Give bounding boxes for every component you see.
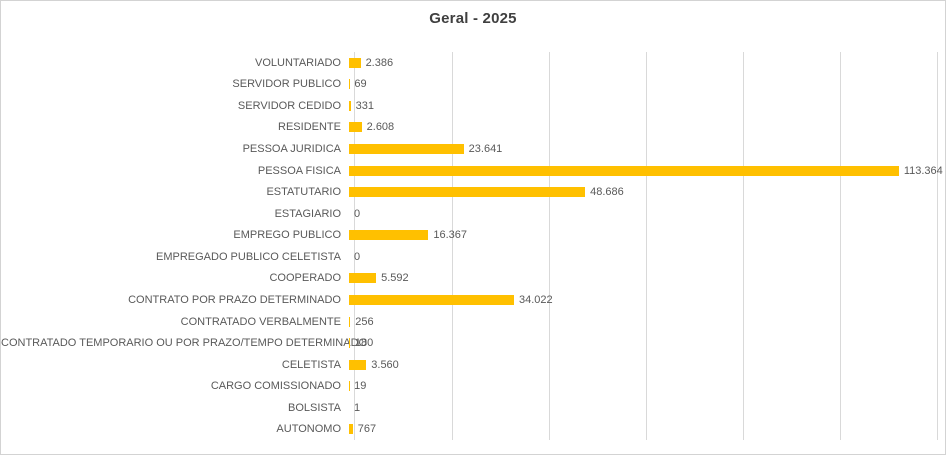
chart-row: BOLSISTA 1 [1,397,945,419]
bar-track: 34.022 [348,289,945,311]
bar[interactable] [349,144,464,155]
category-label: COOPERADO [269,272,341,285]
chart-row: ESTAGIARIO 0 [1,203,945,225]
bar[interactable] [349,359,367,370]
value-label: 180 [354,337,374,350]
chart-row: CARGO COMISSIONADO 19 [1,375,945,397]
chart-row: CONTRATADO VERBALMENTE 256 [1,311,945,333]
bar-track: 5.592 [348,268,945,290]
category-label: VOLUNTARIADO [255,56,341,69]
value-label: 16.367 [433,229,468,242]
bar[interactable] [349,165,899,176]
chart-row: RESIDENTE 2.608 [1,117,945,139]
value-label: 5.592 [381,272,409,285]
value-label: 2.608 [366,121,395,134]
category-label: BOLSISTA [288,401,341,414]
chart-row: AUTONOMO 767 [1,419,945,441]
chart-row: CONTRATO POR PRAZO DETERMINADO 34.022 [1,289,945,311]
chart-row: PESSOA JURIDICA 23.641 [1,138,945,160]
category-label: EMPREGADO PUBLICO CELETISTA [155,250,341,263]
chart-row: EMPREGO PUBLICO 16.367 [1,225,945,247]
category-label: CONTRATADO TEMPORARIO OU POR PRAZO/TEMPO… [1,337,368,350]
value-label: 113.364 [903,164,943,177]
bar-track: 180 [348,332,945,354]
bar[interactable] [349,424,353,435]
chart-row: CONTRATADO TEMPORARIO OU POR PRAZO/TEMPO… [1,332,945,354]
category-label: CONTRATO POR PRAZO DETERMINADO [128,293,341,306]
plot-area-gridlines [354,52,938,440]
bar[interactable] [349,57,361,68]
category-label: SERVIDOR PUBLICO [232,78,341,91]
value-label: 19 [354,380,367,393]
value-label: 0 [354,250,361,263]
bar-track: 19 [348,375,945,397]
value-label: 1 [354,401,361,414]
category-label: AUTONOMO [276,423,341,436]
bar-track: 331 [348,95,945,117]
bar[interactable] [349,273,377,284]
value-label: 3.560 [371,358,399,371]
bar-track: 69 [348,74,945,96]
value-label: 331 [355,99,374,112]
bar-track: 0 [348,246,945,268]
bar-track: 23.641 [348,138,945,160]
gridline [452,52,453,440]
bar-track: 767 [348,419,945,441]
value-label: 48.686 [590,186,624,199]
chart-row: VOLUNTARIADO 2.386 [1,52,945,74]
category-label: RESIDENTE [278,121,341,134]
chart-row: SERVIDOR CEDIDO 331 [1,95,945,117]
gridline [549,52,550,440]
chart-row: CELETISTA 3.560 [1,354,945,376]
bar[interactable] [349,316,351,327]
gridline [646,52,647,440]
category-label: PESSOA FISICA [257,164,341,177]
chart-row: PESSOA FISICA 113.364 [1,160,945,182]
value-label: 256 [355,315,374,328]
gridline [937,52,938,440]
value-label: 34.022 [519,293,553,306]
category-label: SERVIDOR CEDIDO [237,99,341,112]
bar-track: 0 [348,203,945,225]
bar-track: 48.686 [348,181,945,203]
bar-track: 256 [348,311,945,333]
chart-row: ESTATUTARIO 48.686 [1,181,945,203]
bar[interactable] [349,338,350,349]
bar-track: 3.560 [348,354,945,376]
bar[interactable] [349,122,362,133]
category-label: EMPREGO PUBLICO [233,229,341,242]
bar-track: 113.364 [348,160,945,182]
chart-row: EMPREGADO PUBLICO CELETISTA 0 [1,246,945,268]
chart-rows: VOLUNTARIADO 2.386 SERVIDOR PUBLICO 69 S… [1,52,945,440]
value-label: 0 [354,207,361,220]
value-label: 2.386 [365,56,394,69]
category-label: CONTRATADO VERBALMENTE [180,315,341,328]
value-label: 23.641 [468,143,503,156]
category-label: CELETISTA [281,358,341,371]
bar[interactable] [349,294,514,305]
chart-title: Geral - 2025 [429,10,517,27]
gridline [840,52,841,440]
category-label: ESTAGIARIO [274,207,341,220]
bar-track: 2.608 [348,117,945,139]
bar-track: 16.367 [348,225,945,247]
value-label: 767 [357,423,377,436]
bar[interactable] [349,230,429,241]
chart-row: SERVIDOR PUBLICO 69 [1,74,945,96]
category-label: ESTATUTARIO [266,186,341,199]
category-label: PESSOA JURIDICA [242,143,341,156]
chart-row: COOPERADO 5.592 [1,268,945,290]
bar-track: 1 [348,397,945,419]
bar-track: 2.386 [348,52,945,74]
category-label: CARGO COMISSIONADO [210,380,341,393]
bar[interactable] [349,100,351,111]
value-label: 69 [354,78,367,91]
bar[interactable] [349,187,586,198]
gridline [743,52,744,440]
